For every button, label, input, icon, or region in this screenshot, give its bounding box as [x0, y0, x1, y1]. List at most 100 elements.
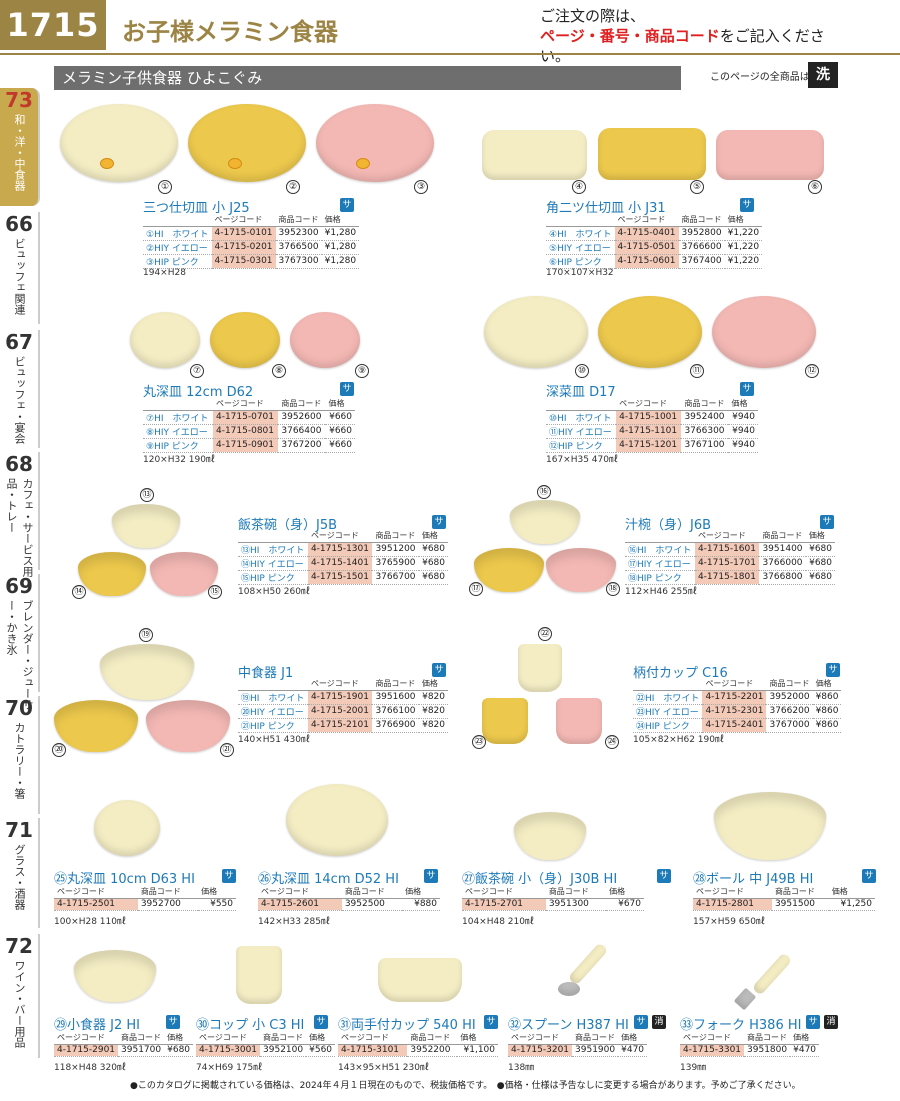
col-header: 商品コード [407, 1032, 458, 1045]
product-title: ㉙小食器 J2 HI [54, 1018, 140, 1033]
row-price: ¥470 [618, 1044, 648, 1057]
table-row[interactable]: ⑨HIP ピンク 4-1715-0901 3767200 ¥660 [143, 438, 355, 453]
row-price: ¥860 [812, 704, 842, 719]
table-row[interactable]: ①HI ホワイト 4-1715-0101 3952300 ¥1,280 [143, 226, 360, 241]
side-tab-label: ワイン・バー用品 [13, 960, 26, 1048]
table-row[interactable]: ⑭HIY イエロー 4-1715-1401 3765900 ¥680 [238, 556, 448, 571]
table-row[interactable]: ⑦HI ホワイト 4-1715-0701 3952600 ¥660 [143, 410, 355, 425]
row-name: ⑤HIY イエロー [546, 240, 615, 255]
side-tab-label: カトラリー・箸 [13, 722, 26, 799]
col-header: 価格 [418, 530, 448, 543]
sai-icon: サ [826, 663, 840, 677]
product-title: 柄付カップ C16 [633, 666, 728, 681]
table-row[interactable]: ㉓HIY イエロー 4-1715-2301 3766200 ¥860 [633, 704, 842, 719]
product-size: 105×82×H62 190㎖ [633, 735, 724, 745]
row-price: ¥1,220 [724, 226, 763, 241]
col-header: 価格 [618, 1032, 648, 1045]
table-row[interactable]: ⑥HIP ピンク 4-1715-0601 3767400 ¥1,220 [546, 254, 763, 269]
table-row[interactable]: 4-1715-3101 3952200 ¥1,100 [338, 1044, 498, 1057]
row-price: ¥470 [790, 1044, 820, 1057]
side-tab-73[interactable]: 73 和・洋・中食器 [0, 88, 40, 206]
product-title: ㉝フォーク H386 HI [680, 1018, 802, 1033]
row-price: ¥680 [418, 570, 448, 585]
table-row[interactable]: ⑩HI ホワイト 4-1715-1001 3952400 ¥940 [546, 410, 758, 425]
row-code: 3767300 [275, 254, 322, 269]
table-row[interactable]: ⑰HIY イエロー 4-1715-1701 3766000 ¥680 [625, 556, 835, 571]
row-price: ¥820 [418, 704, 448, 719]
table-row[interactable]: 4-1715-2501 3952700 ¥550 [54, 898, 236, 911]
side-tab-66[interactable]: 66 ビュッフェ関連 [0, 212, 40, 324]
disinfect-icon: 消 [824, 1015, 838, 1029]
side-tab-69[interactable]: 69 ブレンダー・ジューサー・かき氷 [0, 574, 40, 710]
side-tab-72[interactable]: 72 ワイン・バー用品 [0, 934, 40, 1058]
col-header: 価格 [164, 1032, 194, 1045]
sai-icon: サ [740, 198, 754, 212]
table-row[interactable]: ③HIP ピンク 4-1715-0301 3767300 ¥1,280 [143, 254, 360, 269]
table-row[interactable]: ②HIY イエロー 4-1715-0201 3766500 ¥1,280 [143, 240, 360, 255]
product-table: ページコード 商品コード 価格 4-1715-2701 3951300 ¥670 [462, 886, 644, 911]
table-row[interactable]: 4-1715-2601 3952500 ¥880 [258, 898, 440, 911]
row-code: 3766600 [678, 240, 725, 255]
row-price: ¥660 [325, 410, 355, 425]
table-row[interactable]: ⑪HIY イエロー 4-1715-1101 3766300 ¥940 [546, 424, 758, 439]
row-page-code: 4-1715-2901 [54, 1044, 119, 1057]
table-row[interactable]: ㉔HIP ピンク 4-1715-2401 3767000 ¥860 [633, 718, 842, 733]
product-table: ページコード 商品コード 価格 4-1715-2601 3952500 ¥880 [258, 886, 440, 911]
callout-number: ⑱ [606, 582, 620, 596]
fork-head [733, 987, 757, 1011]
callout-number: ⑮ [208, 585, 222, 599]
side-tab-71[interactable]: 71 グラス・酒器 [0, 818, 40, 928]
col-header: 価格 [790, 1032, 820, 1045]
row-code: 3951700 [118, 1044, 165, 1057]
row-name: ⑱HIP ピンク [625, 570, 695, 585]
table-row[interactable]: ⑧HIY イエロー 4-1715-0801 3766400 ¥660 [143, 424, 355, 439]
product-size: 112×H46 255㎖ [625, 587, 697, 597]
product-title: 中食器 J1 [238, 666, 294, 681]
row-code: 3951900 [572, 1044, 619, 1057]
product-title: ㉚コップ 小 C3 HI [196, 1018, 305, 1033]
callout-number: ㉑ [220, 743, 234, 757]
table-row[interactable]: ⑯HI ホワイト 4-1715-1601 3951400 ¥680 [625, 542, 835, 557]
table-row[interactable]: 4-1715-3001 3952100 ¥560 [196, 1044, 336, 1057]
col-header: 商品コード [766, 678, 813, 691]
side-tab-number: 69 [5, 574, 33, 598]
row-price: ¥940 [728, 438, 758, 453]
row-page-code: 4-1715-0701 [212, 410, 279, 425]
col-header: 価格 [812, 678, 842, 691]
table-row[interactable]: ④HI ホワイト 4-1715-0401 3952800 ¥1,220 [546, 226, 763, 241]
side-tab-68[interactable]: 68 カフェ・サービス用品・トレー [0, 452, 40, 577]
callout-number: ② [286, 180, 300, 194]
table-row[interactable]: ⑳HIY イエロー 4-1715-2001 3766100 ¥820 [238, 704, 448, 719]
table-row[interactable]: ⑱HIP ピンク 4-1715-1801 3766800 ¥680 [625, 570, 835, 585]
table-row[interactable]: 4-1715-2701 3951300 ¥670 [462, 898, 644, 911]
row-name: ⑪HIY イエロー [546, 424, 617, 439]
row-page-code: 4-1715-0401 [614, 226, 679, 241]
table-row[interactable]: 4-1715-2901 3951700 ¥680 [54, 1044, 194, 1057]
side-tab-70[interactable]: 70 カトラリー・箸 [0, 696, 40, 814]
row-code: 3951400 [759, 542, 806, 557]
order-note-highlight: ページ・番号・商品コード [540, 27, 720, 45]
col-header: ページコード [307, 530, 373, 543]
table-row[interactable]: 4-1715-3301 3951800 ¥470 [680, 1044, 820, 1057]
row-code: 3952500 [341, 898, 403, 911]
product-photo-fork [751, 952, 793, 996]
table-row[interactable]: ㉒HI ホワイト 4-1715-2201 3952000 ¥860 [633, 690, 842, 705]
order-note-line1: ご注文の際は、 [540, 7, 646, 25]
sai-icon: サ [820, 515, 834, 529]
table-row[interactable]: ㉑HIP ピンク 4-1715-2101 3766900 ¥820 [238, 718, 448, 733]
table-row[interactable]: 4-1715-3201 3951900 ¥470 [508, 1044, 648, 1057]
row-price: ¥670 [606, 898, 644, 911]
table-row[interactable]: ⑮HIP ピンク 4-1715-1501 3766700 ¥680 [238, 570, 448, 585]
table-row[interactable]: ⑤HIY イエロー 4-1715-0501 3766600 ¥1,220 [546, 240, 763, 255]
table-row[interactable]: 4-1715-2801 3951500 ¥1,250 [693, 898, 875, 911]
table-row[interactable]: ⑬HI ホワイト 4-1715-1301 3951200 ¥680 [238, 542, 448, 557]
callout-number: ⑦ [190, 364, 204, 378]
product-photo-small-cup [236, 946, 282, 1004]
table-row[interactable]: ⑫HIP ピンク 4-1715-1201 3767100 ¥940 [546, 438, 758, 453]
side-tab-67[interactable]: 67 ビュッフェ・宴会 [0, 330, 40, 448]
row-page-code: 4-1715-1001 [616, 410, 682, 425]
row-code: 3766800 [759, 570, 806, 585]
table-row[interactable]: ⑲HI ホワイト 4-1715-1901 3951600 ¥820 [238, 690, 448, 705]
product-photo-two-handle-cup [378, 958, 462, 1002]
row-code: 3767000 [766, 718, 813, 733]
